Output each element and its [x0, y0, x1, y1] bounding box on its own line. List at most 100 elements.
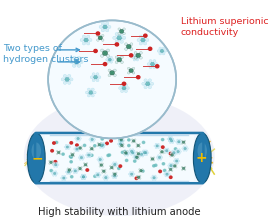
Circle shape — [106, 59, 108, 61]
Circle shape — [175, 162, 176, 164]
Circle shape — [96, 73, 99, 75]
Circle shape — [164, 50, 167, 52]
Circle shape — [50, 170, 53, 172]
Circle shape — [172, 167, 174, 168]
Circle shape — [115, 165, 117, 167]
Circle shape — [100, 161, 102, 162]
Circle shape — [99, 166, 101, 167]
Circle shape — [98, 76, 101, 79]
Circle shape — [126, 44, 131, 49]
Circle shape — [110, 140, 112, 142]
Circle shape — [114, 173, 116, 175]
Circle shape — [87, 156, 89, 158]
Circle shape — [121, 90, 123, 93]
Circle shape — [123, 143, 124, 145]
Circle shape — [132, 140, 135, 142]
Circle shape — [56, 166, 58, 167]
Circle shape — [156, 157, 158, 158]
Circle shape — [79, 138, 81, 139]
Circle shape — [62, 179, 64, 181]
Circle shape — [90, 148, 93, 150]
Circle shape — [57, 164, 59, 166]
Circle shape — [113, 74, 116, 77]
Circle shape — [153, 157, 155, 158]
Circle shape — [64, 179, 66, 181]
Circle shape — [139, 152, 141, 153]
Circle shape — [113, 36, 116, 40]
Circle shape — [132, 149, 134, 150]
Circle shape — [112, 175, 114, 176]
Circle shape — [99, 25, 102, 28]
Circle shape — [108, 58, 111, 61]
Circle shape — [184, 143, 186, 144]
Circle shape — [150, 62, 154, 66]
Circle shape — [89, 38, 92, 42]
Circle shape — [116, 172, 117, 174]
Circle shape — [168, 140, 170, 142]
Circle shape — [84, 178, 86, 180]
Circle shape — [111, 175, 113, 177]
Circle shape — [170, 136, 172, 138]
Circle shape — [170, 156, 171, 157]
Circle shape — [115, 32, 119, 36]
Circle shape — [153, 177, 155, 179]
Circle shape — [69, 169, 71, 171]
Circle shape — [92, 79, 95, 82]
Circle shape — [96, 79, 99, 82]
Circle shape — [101, 146, 102, 148]
Circle shape — [162, 47, 165, 50]
Circle shape — [112, 177, 114, 179]
Circle shape — [139, 171, 140, 173]
Circle shape — [115, 43, 119, 46]
Circle shape — [112, 165, 114, 167]
Circle shape — [101, 144, 104, 146]
Circle shape — [98, 157, 100, 158]
Circle shape — [135, 158, 136, 159]
Circle shape — [104, 175, 106, 177]
Circle shape — [150, 157, 152, 158]
Circle shape — [126, 151, 128, 152]
Circle shape — [165, 152, 166, 153]
Circle shape — [103, 177, 104, 178]
Circle shape — [67, 170, 68, 172]
Circle shape — [136, 143, 138, 145]
Circle shape — [132, 57, 134, 59]
Circle shape — [66, 146, 68, 148]
Circle shape — [142, 141, 145, 143]
Circle shape — [90, 137, 92, 138]
Circle shape — [153, 66, 156, 69]
Circle shape — [139, 57, 142, 59]
Circle shape — [152, 175, 154, 177]
Circle shape — [137, 144, 139, 147]
Circle shape — [107, 56, 109, 58]
Circle shape — [155, 63, 158, 66]
Circle shape — [67, 171, 70, 173]
Circle shape — [181, 140, 183, 141]
Circle shape — [50, 161, 52, 163]
Circle shape — [143, 152, 146, 154]
Circle shape — [158, 143, 159, 145]
Circle shape — [156, 145, 158, 147]
Circle shape — [69, 146, 71, 148]
Circle shape — [135, 156, 137, 158]
Circle shape — [123, 140, 125, 141]
Circle shape — [78, 139, 80, 141]
Circle shape — [63, 74, 67, 77]
Circle shape — [125, 43, 128, 46]
Circle shape — [120, 143, 121, 145]
Circle shape — [99, 158, 101, 161]
Circle shape — [94, 145, 96, 147]
Circle shape — [127, 154, 128, 156]
Circle shape — [170, 165, 172, 167]
Circle shape — [120, 61, 123, 64]
Circle shape — [82, 42, 86, 45]
Circle shape — [139, 178, 141, 179]
Circle shape — [62, 153, 64, 155]
Circle shape — [158, 156, 161, 159]
Circle shape — [122, 141, 123, 143]
Circle shape — [79, 60, 83, 64]
Circle shape — [59, 153, 61, 155]
Circle shape — [108, 69, 111, 72]
Circle shape — [79, 167, 81, 170]
Circle shape — [48, 20, 176, 138]
